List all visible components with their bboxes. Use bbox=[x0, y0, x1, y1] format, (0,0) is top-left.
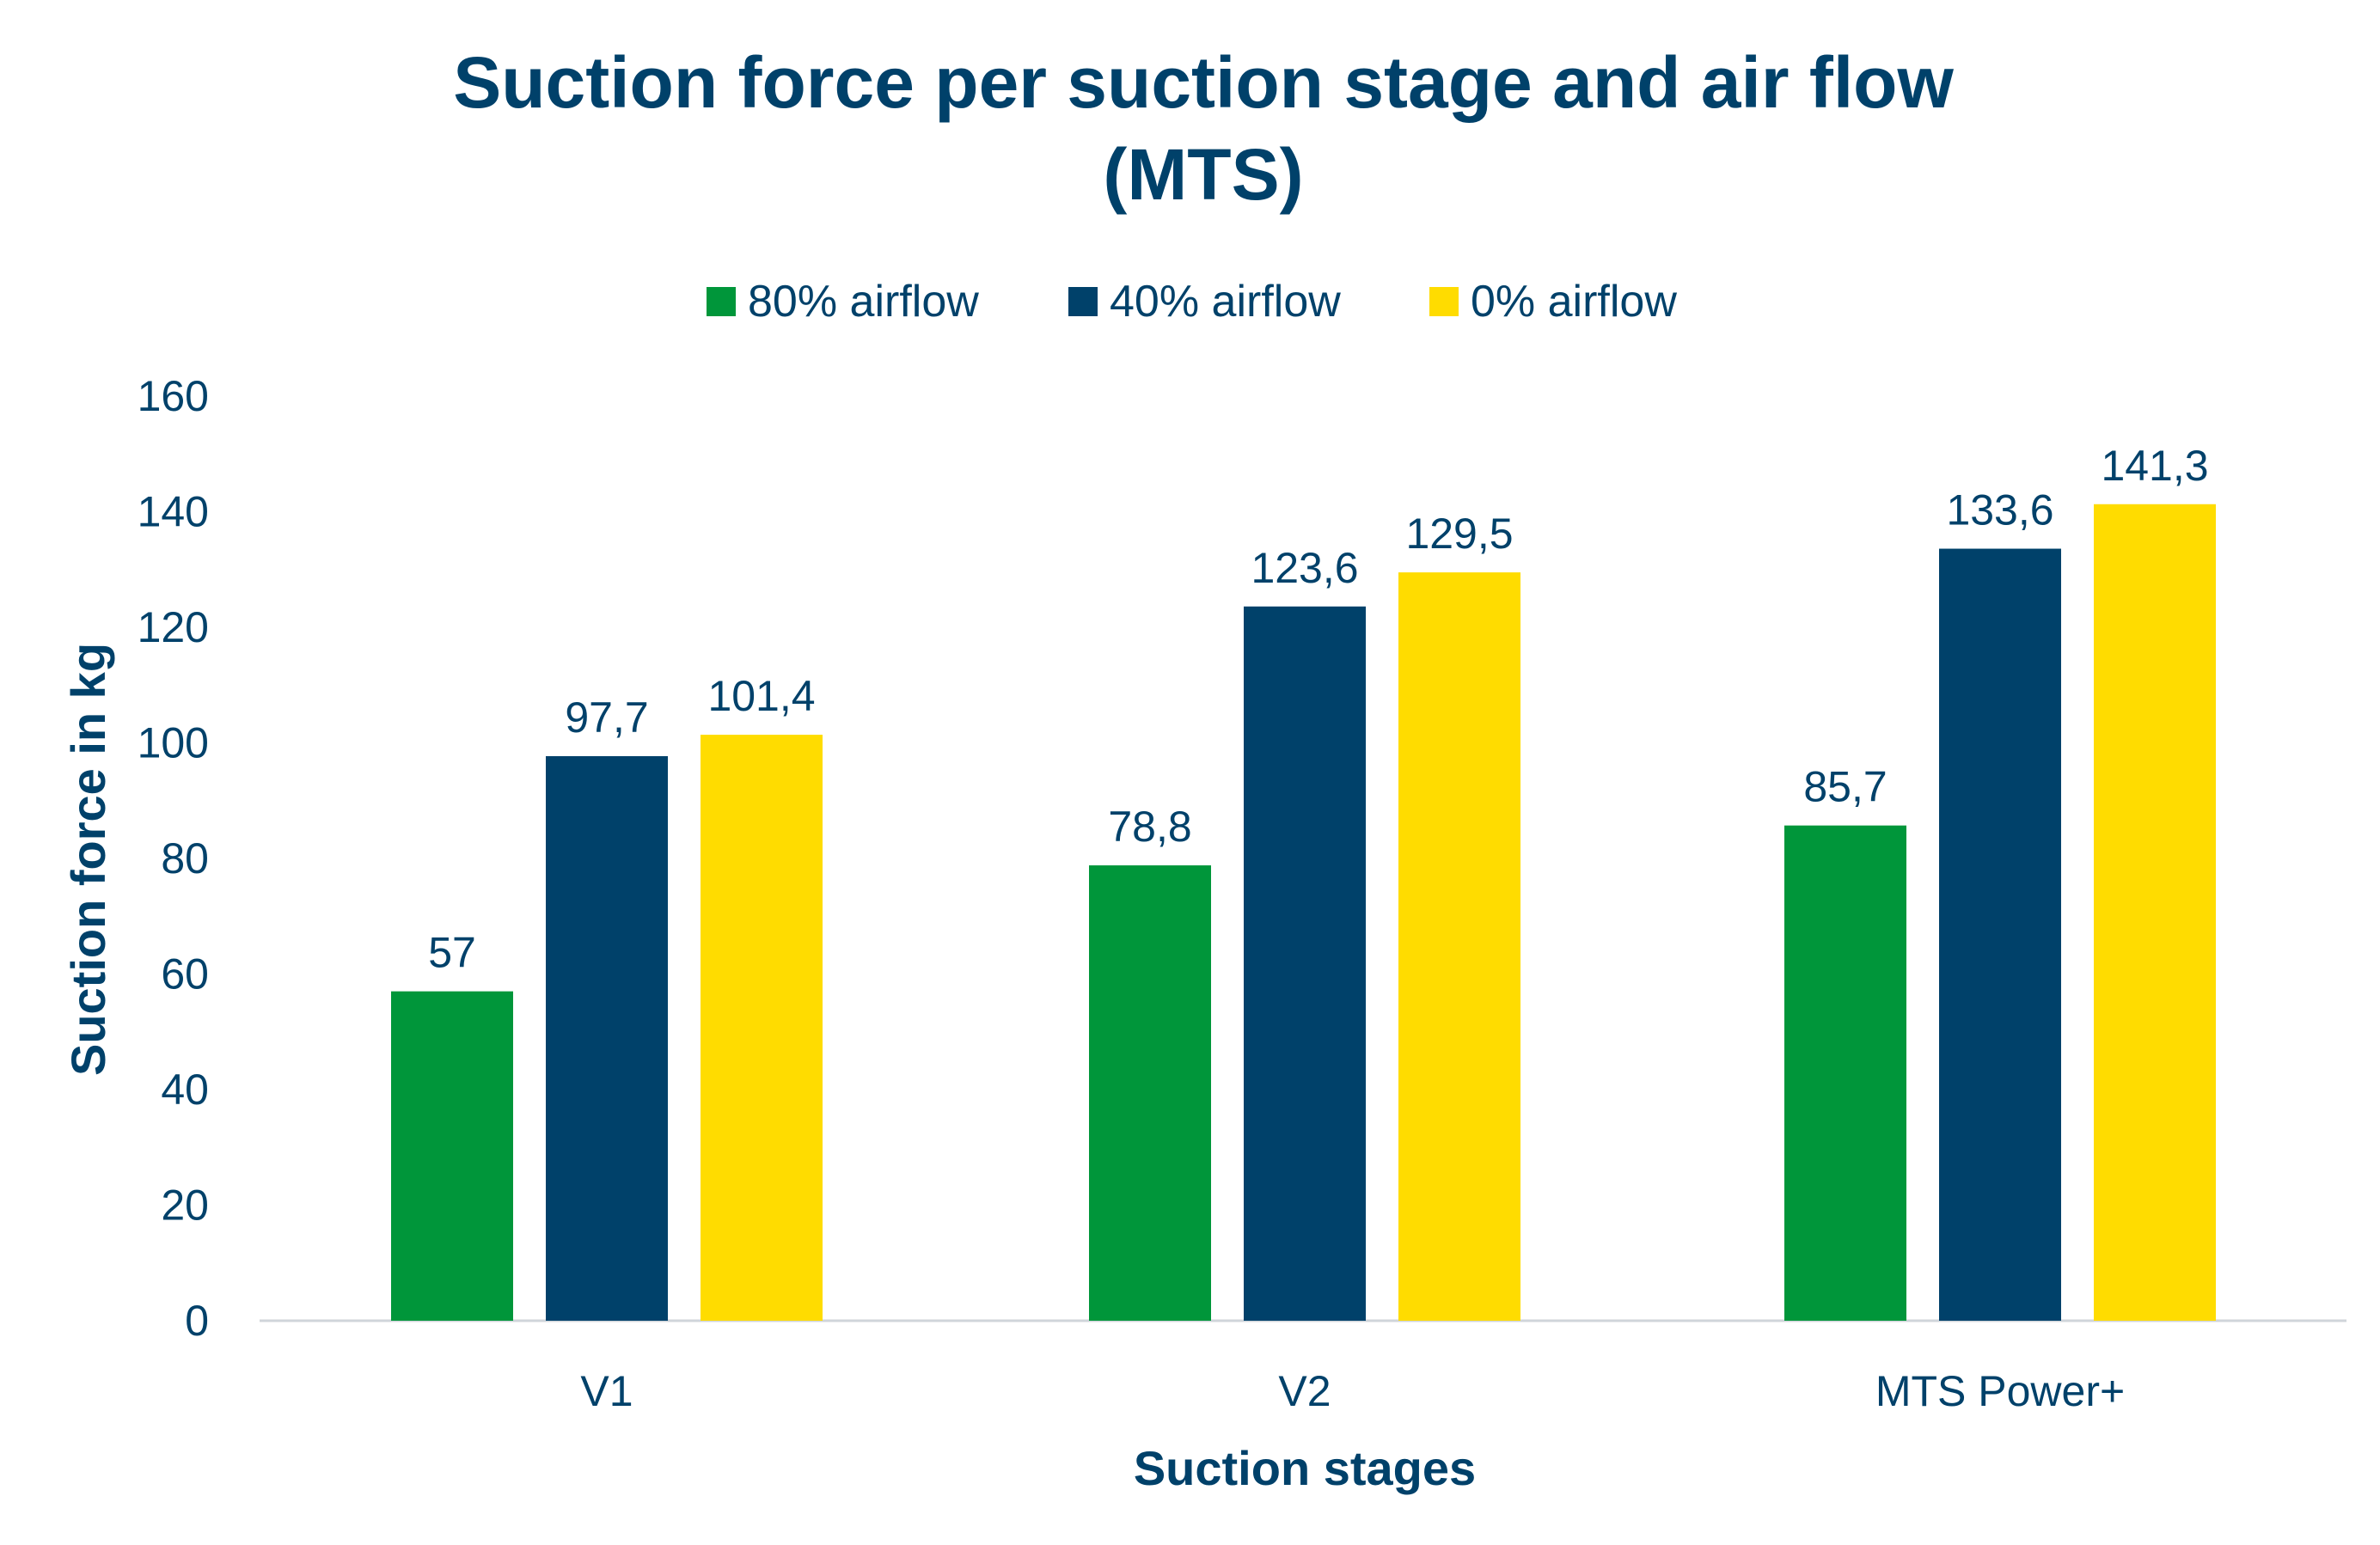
y-tick-label: 0 bbox=[185, 1297, 209, 1345]
x-tick-label: V2 bbox=[1278, 1367, 1331, 1415]
bar bbox=[701, 735, 823, 1321]
bar bbox=[546, 755, 668, 1321]
data-label: 78,8 bbox=[1108, 803, 1191, 851]
x-tick-label: V1 bbox=[580, 1367, 633, 1415]
bar bbox=[1398, 572, 1520, 1321]
legend-label: 0% airflow bbox=[1471, 277, 1677, 327]
y-axis-ticks: 0 20 40 60 80 100 120 140 160 bbox=[138, 372, 209, 1345]
data-label: 141,3 bbox=[2101, 442, 2208, 490]
bar bbox=[2094, 504, 2216, 1321]
y-tick-label: 60 bbox=[161, 950, 209, 998]
y-tick-label: 20 bbox=[161, 1182, 209, 1230]
x-tick-label: MTS Power+ bbox=[1875, 1367, 2125, 1415]
y-axis-title: Suction force in kg bbox=[61, 643, 115, 1076]
bar bbox=[1784, 825, 1906, 1321]
chart-title-line-1: Suction force per suction stage and air … bbox=[453, 42, 1954, 123]
data-label: 85,7 bbox=[1803, 763, 1887, 811]
bar bbox=[1939, 548, 2061, 1321]
legend-swatch bbox=[1429, 287, 1459, 316]
data-label: 101,4 bbox=[707, 672, 815, 720]
bar bbox=[391, 991, 513, 1321]
bar bbox=[1089, 865, 1211, 1321]
data-label: 123,6 bbox=[1251, 544, 1358, 592]
bars: 57 97,7 101,4 78,8 123,6 129,5 85,7 133,6 141,3 bbox=[391, 442, 2216, 1321]
bar bbox=[1244, 606, 1366, 1321]
data-label: 133,6 bbox=[1946, 486, 2053, 534]
data-label: 57 bbox=[428, 929, 476, 977]
chart-title-line-2: (MTS) bbox=[1103, 134, 1303, 215]
x-axis-ticks: V1 V2 MTS Power+ bbox=[580, 1367, 2125, 1415]
y-tick-label: 80 bbox=[161, 834, 209, 882]
legend-label: 80% airflow bbox=[748, 277, 979, 327]
legend: 80% airflow 40% airflow 0% airflow bbox=[707, 277, 1677, 327]
legend-label: 40% airflow bbox=[1110, 277, 1341, 327]
y-tick-label: 120 bbox=[138, 603, 209, 651]
y-tick-label: 160 bbox=[138, 372, 209, 420]
y-tick-label: 140 bbox=[138, 488, 209, 536]
y-tick-label: 100 bbox=[138, 719, 209, 767]
y-tick-label: 40 bbox=[161, 1066, 209, 1114]
data-label: 97,7 bbox=[565, 693, 648, 742]
data-label: 129,5 bbox=[1405, 510, 1513, 558]
legend-swatch bbox=[707, 287, 736, 316]
legend-swatch bbox=[1068, 287, 1098, 316]
x-axis-title: Suction stages bbox=[1134, 1441, 1476, 1495]
